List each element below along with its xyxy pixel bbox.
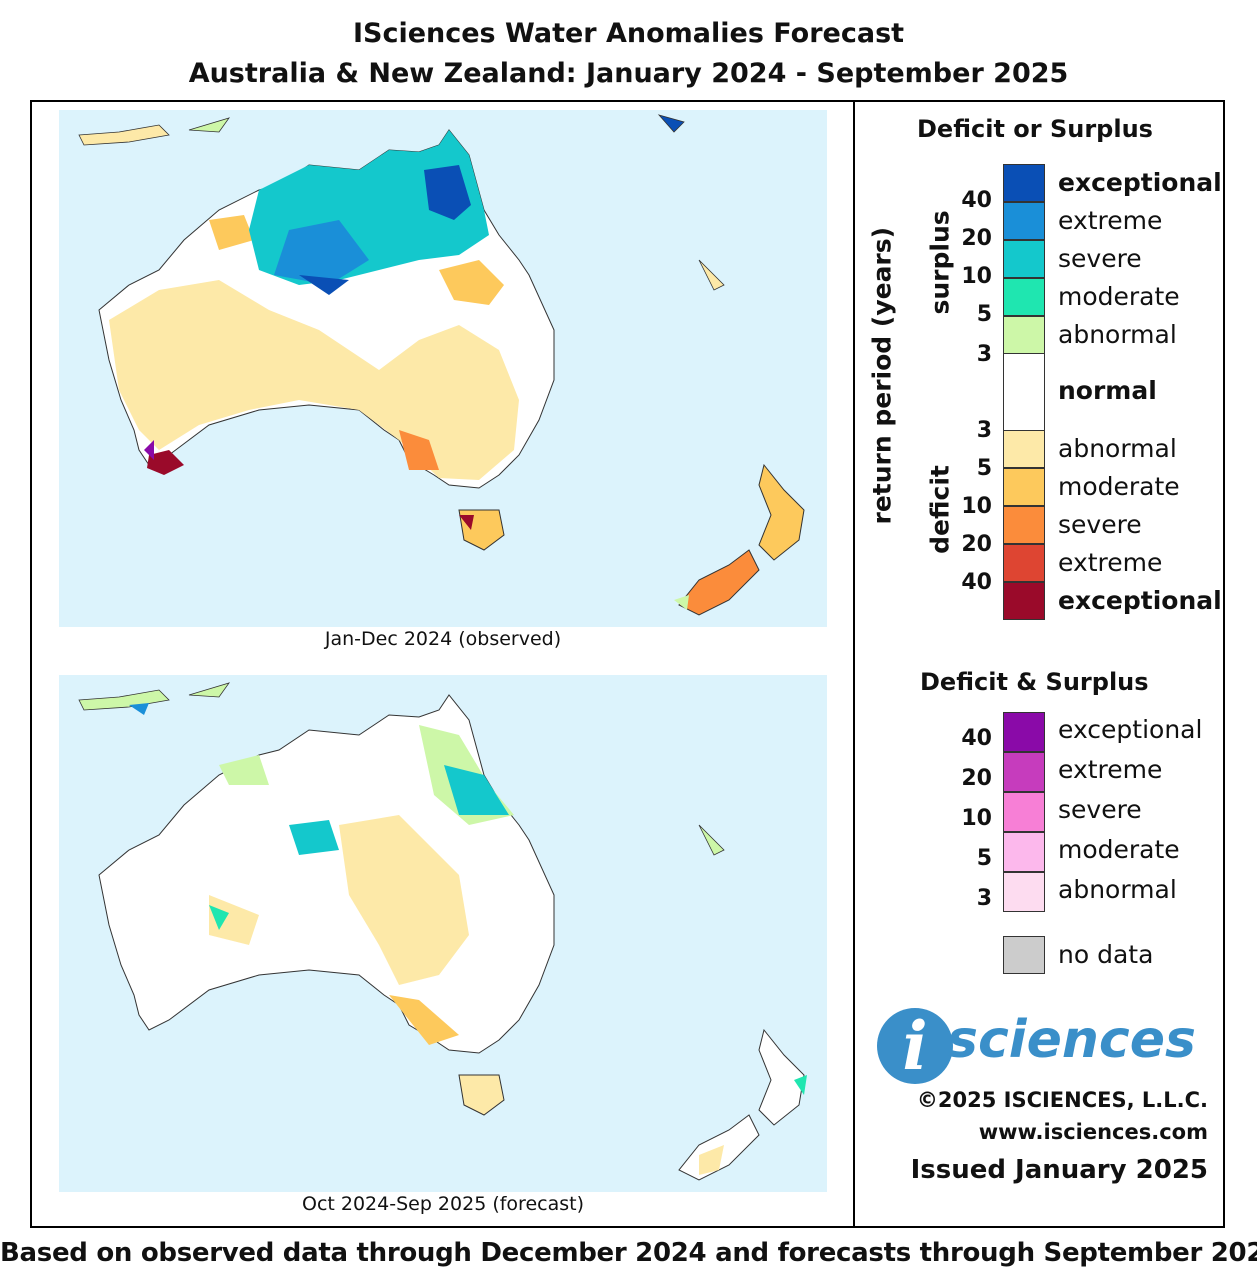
legend-deficit-swatch-exceptional [1003, 582, 1045, 620]
legend-surplus-label-extreme: extreme [1058, 206, 1163, 235]
legend-deficit-tick: 3 [976, 418, 992, 443]
legend-both-label-abnormal: abnormal [1058, 875, 1177, 904]
legend-deficit-swatch-severe [1003, 506, 1045, 544]
legend-surplus-tick: 3 [976, 342, 992, 367]
legend-surplus-tick: 40 [961, 188, 992, 213]
title-line-2: Australia & New Zealand: January 2024 - … [188, 58, 1069, 89]
legend-heading-deficit-or-surplus: Deficit or Surplus [917, 115, 1153, 143]
legend-both-swatch-extreme [1003, 752, 1045, 792]
legend-deficit-tick: 5 [976, 456, 992, 481]
legend-deficit-label-severe: severe [1058, 510, 1142, 539]
legend-deficit-tick: 40 [961, 570, 992, 595]
legend-surplus-swatch-extreme [1003, 202, 1045, 240]
legend-axis-label: return period (years) [867, 226, 897, 525]
legend-surplus-label-abnormal: abnormal [1058, 320, 1177, 349]
legend-both-swatch-abnormal [1003, 872, 1045, 912]
legend-both-label-moderate: moderate [1058, 835, 1180, 864]
legend-normal-label: normal [1058, 376, 1157, 405]
legend-surplus-tick: 5 [976, 302, 992, 327]
legend-deficit-tick: 10 [961, 494, 992, 519]
nodata-swatch [1003, 936, 1045, 974]
legend-deficit-label: deficit [925, 465, 955, 554]
legend-surplus-swatch-exceptional [1003, 164, 1045, 202]
legend-surplus-tick: 20 [961, 226, 992, 251]
isciences-logo-text: sciences [947, 1010, 1196, 1070]
legend-both-tick: 3 [976, 886, 992, 911]
map-forecast [59, 675, 827, 1192]
legend-deficit-label-moderate: moderate [1058, 472, 1180, 501]
legend-deficit-label-abnormal: abnormal [1058, 434, 1177, 463]
issued-date: Issued January 2025 [910, 1155, 1208, 1185]
legend-both-label-extreme: extreme [1058, 755, 1163, 784]
copyright: ©2025 ISCIENCES, L.L.C. [916, 1088, 1208, 1112]
footer-note: Based on observed data through December … [0, 1238, 1257, 1268]
figure-frame [30, 100, 1225, 1228]
new-zealand-north [758, 1028, 805, 1126]
legend-deficit-swatch-moderate [1003, 468, 1045, 506]
legend-both-swatch-exceptional [1003, 712, 1045, 752]
map-observed-caption: Jan-Dec 2024 (observed) [324, 628, 562, 650]
legend-surplus-swatch-abnormal [1003, 316, 1045, 354]
legend-surplus-label-severe: severe [1058, 244, 1142, 273]
legend-both-tick: 10 [961, 806, 992, 831]
legend-surplus-label: surplus [925, 210, 955, 315]
panel-divider [853, 100, 855, 1228]
legend-both-tick: 20 [961, 766, 992, 791]
legend-surplus-tick: 10 [961, 264, 992, 289]
legend-normal-swatch [1003, 354, 1045, 430]
legend-deficit-label-extreme: extreme [1058, 548, 1163, 577]
map-forecast-caption: Oct 2024-Sep 2025 (forecast) [301, 1193, 584, 1215]
nodata-label: no data [1058, 940, 1154, 969]
legend-both-swatch-moderate [1003, 832, 1045, 872]
legend-deficit-swatch-extreme [1003, 544, 1045, 582]
new-zealand-south [678, 549, 760, 616]
legend-both-label-severe: severe [1058, 795, 1142, 824]
website: www.isciences.com [978, 1120, 1208, 1144]
legend-both-tick: 5 [976, 846, 992, 871]
legend-both-tick: 40 [961, 726, 992, 751]
legend-both-label-exceptional: exceptional [1058, 715, 1203, 744]
australia-landmass [98, 694, 555, 1054]
legend-deficit-tick: 20 [961, 532, 992, 557]
tasmania [458, 1074, 505, 1116]
isciences-logo-mark: i [877, 1008, 953, 1084]
legend-surplus-label-exceptional: exceptional [1058, 168, 1222, 197]
legend-surplus-swatch-moderate [1003, 278, 1045, 316]
legend-both-swatch-severe [1003, 792, 1045, 832]
legend-surplus-label-moderate: moderate [1058, 282, 1180, 311]
map-observed [59, 110, 827, 627]
legend-surplus-swatch-severe [1003, 240, 1045, 278]
new-zealand-north [758, 463, 805, 561]
legend-deficit-label-exceptional: exceptional [1058, 586, 1222, 615]
legend-heading-deficit-and-surplus: Deficit & Surplus [920, 668, 1149, 696]
title-line-1: ISciences Water Anomalies Forecast [352, 18, 905, 49]
legend-deficit-swatch-abnormal [1003, 430, 1045, 468]
